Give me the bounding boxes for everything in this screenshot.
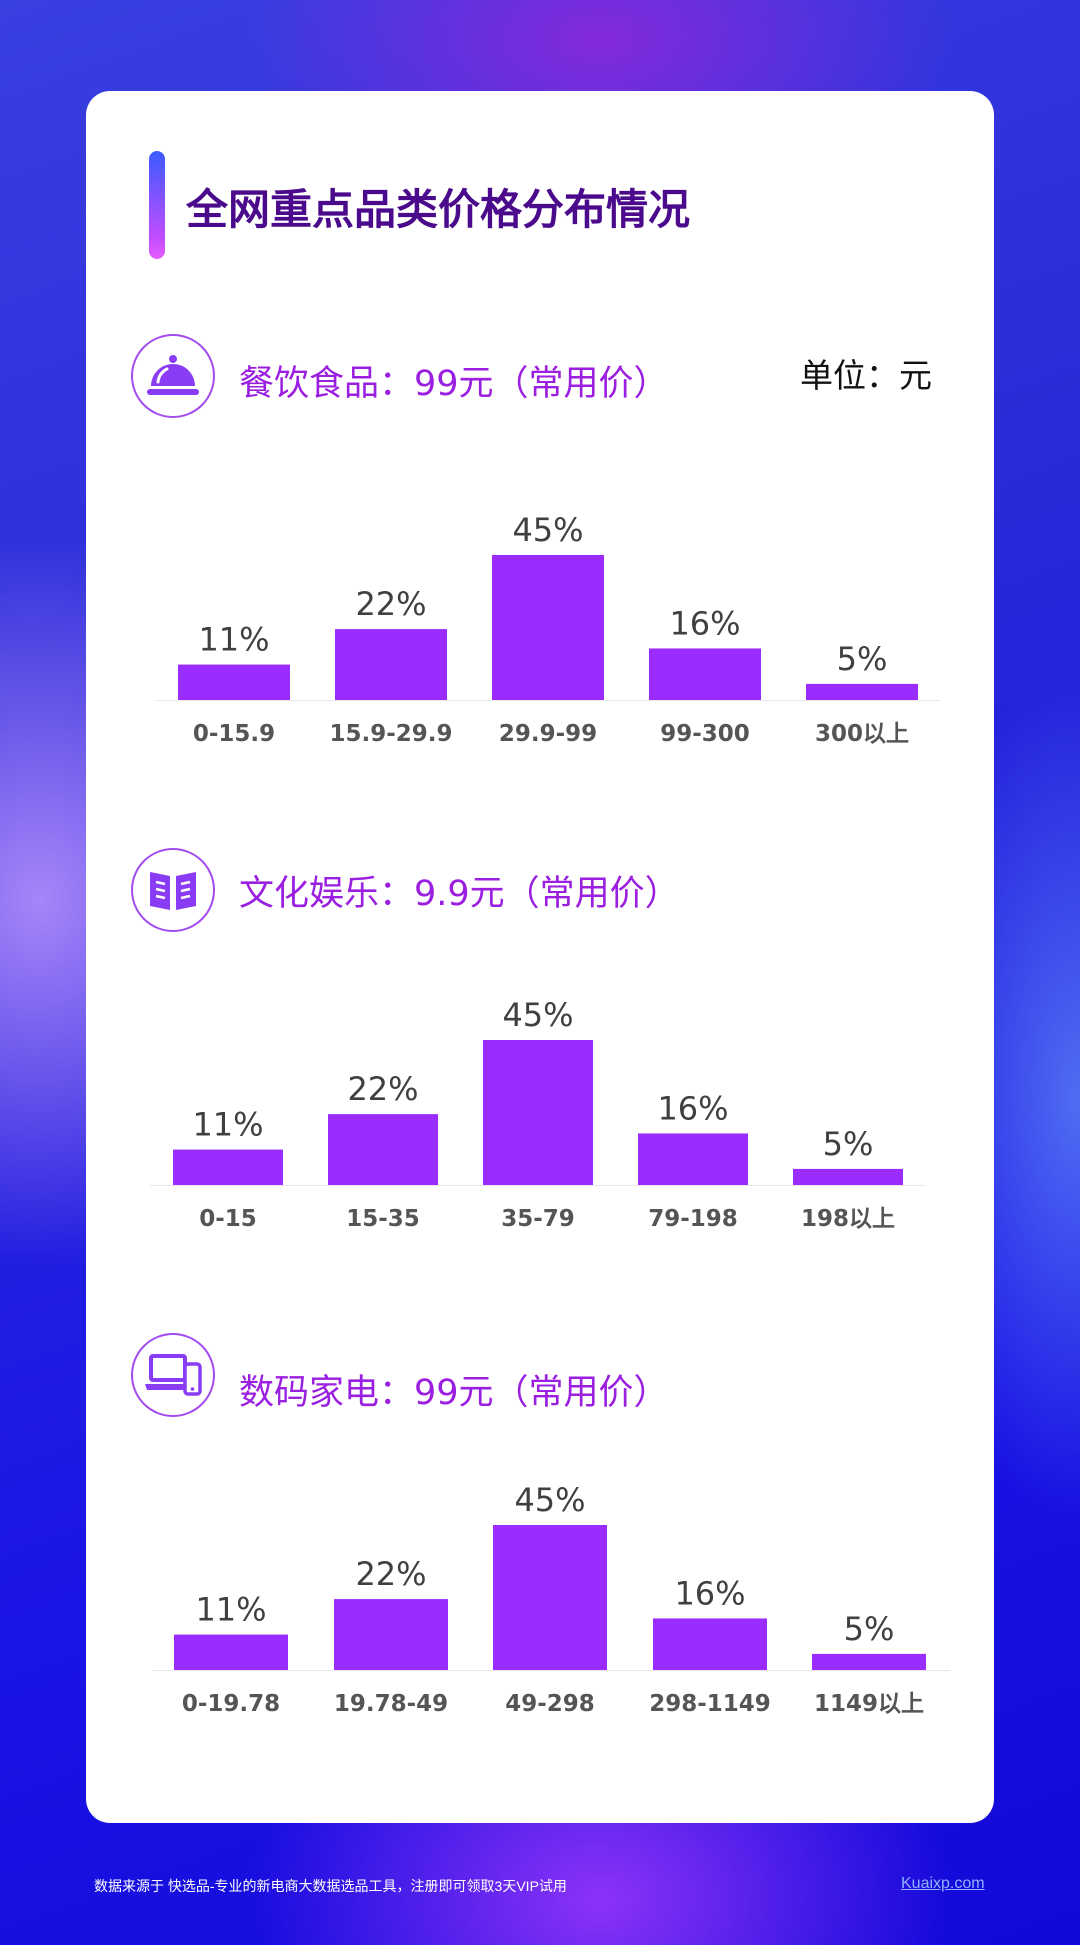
bar-value-label: 11% <box>192 1106 263 1144</box>
laptop-phone-icon <box>131 1333 215 1417</box>
category-tick-label: 0-15 <box>199 1206 257 1232</box>
bar <box>806 683 918 700</box>
bar <box>649 648 761 700</box>
bar <box>793 1168 903 1185</box>
bar <box>328 1114 438 1185</box>
food-cloche-icon <box>131 334 215 418</box>
bar-chart-culture: 11% 0-15 22% 15-35 45% 35-79 16% 79-198 5% 198以上 <box>150 996 925 1232</box>
bar-value-label: 5% <box>823 1125 874 1163</box>
page-title: 全网重点品类价格分布情况 <box>186 185 691 234</box>
bar <box>334 1599 448 1670</box>
category-tick-label: 99-300 <box>660 721 750 747</box>
category-tick-label: 300以上 <box>815 721 909 747</box>
bar-chart-food: 11% 0-15.9 22% 15.9-29.9 45% 29.9-99 16% 99-300… <box>155 511 940 747</box>
category-tick-label: 198以上 <box>801 1206 895 1232</box>
footer-link[interactable]: Kuaixp.com <box>901 1875 985 1892</box>
bar <box>812 1653 926 1670</box>
bar-value-label: 11% <box>195 1591 266 1629</box>
bar-value-label: 16% <box>669 604 740 642</box>
bar <box>492 555 604 700</box>
footer-source-note: 数据来源于 快选品-专业的新电商大数据选品工具，注册即可领取3天VIP试用 <box>94 1878 567 1894</box>
section-title-culture: 文化娱乐：9.9元（常用价） <box>239 874 680 914</box>
bar <box>493 1525 607 1670</box>
bar <box>178 664 290 700</box>
section-title-digital: 数码家电：99元（常用价） <box>239 1373 669 1413</box>
category-tick-label: 0-19.78 <box>182 1691 280 1717</box>
title-accent-bar <box>149 151 165 259</box>
category-tick-label: 1149以上 <box>814 1691 924 1717</box>
bar <box>653 1618 767 1670</box>
bar-value-label: 45% <box>512 511 583 549</box>
section-title-food: 餐饮食品：99元（常用价） <box>239 364 669 404</box>
bar-value-label: 16% <box>657 1089 728 1127</box>
bar-value-label: 5% <box>844 1610 895 1648</box>
bar <box>174 1634 288 1670</box>
category-tick-label: 15-35 <box>346 1206 420 1232</box>
bar-value-label: 16% <box>674 1574 745 1612</box>
bar-value-label: 11% <box>198 621 269 659</box>
unit-label: 单位：元 <box>800 356 932 395</box>
category-tick-label: 49-298 <box>505 1691 595 1717</box>
category-tick-label: 15.9-29.9 <box>329 721 452 747</box>
bar-value-label: 45% <box>514 1481 585 1519</box>
category-tick-label: 19.78-49 <box>334 1691 448 1717</box>
bar-value-label: 22% <box>355 585 426 623</box>
bar <box>483 1040 593 1185</box>
category-tick-label: 298-1149 <box>649 1691 771 1717</box>
bar <box>173 1149 283 1185</box>
book-icon <box>131 848 215 932</box>
bar-value-label: 45% <box>502 996 573 1034</box>
bar-chart-digital: 11% 0-19.78 22% 19.78-49 45% 49-298 16% 298-114… <box>153 1481 950 1717</box>
bar-value-label: 22% <box>355 1555 426 1593</box>
category-tick-label: 29.9-99 <box>499 721 597 747</box>
category-tick-label: 0-15.9 <box>193 721 275 747</box>
category-tick-label: 79-198 <box>648 1206 738 1232</box>
bar-value-label: 5% <box>837 640 888 678</box>
bar <box>335 629 447 700</box>
bar <box>638 1133 748 1185</box>
bar-value-label: 22% <box>347 1070 418 1108</box>
category-tick-label: 35-79 <box>501 1206 575 1232</box>
